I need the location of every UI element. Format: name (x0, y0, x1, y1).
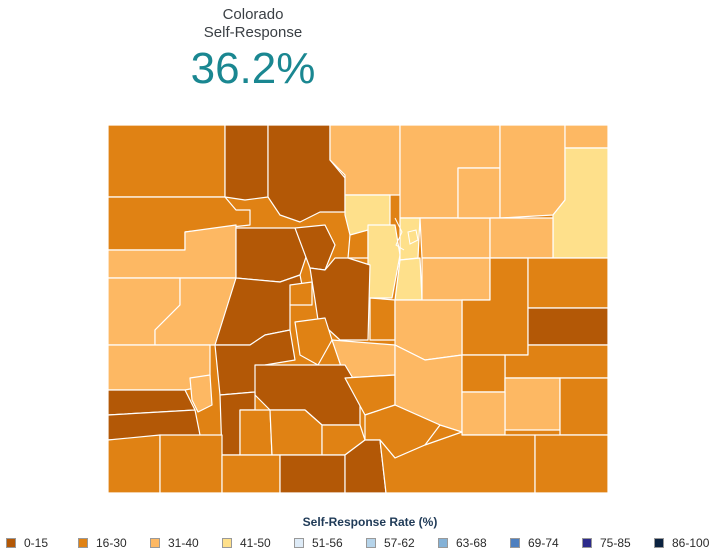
county-kit-carson[interactable] (527, 257, 609, 309)
legend-item: 16-30 (78, 535, 127, 551)
legend-item: 75-85 (582, 535, 631, 551)
county-chaffee[interactable] (294, 317, 333, 366)
legend-label: 31-40 (168, 536, 199, 550)
legend-label: 57-62 (384, 536, 415, 550)
legend-item: 51-56 (294, 535, 343, 551)
legend-label: 69-74 (528, 536, 559, 550)
legend-swatch (294, 538, 304, 548)
county-moffat[interactable] (107, 124, 226, 198)
legend-label: 41-50 (240, 536, 271, 550)
county-gilpin[interactable] (347, 229, 369, 259)
legend-item: 0-15 (6, 535, 48, 551)
legend-swatch (366, 538, 376, 548)
legend-label: 16-30 (96, 536, 127, 550)
county-logan[interactable] (499, 124, 566, 219)
boundary-broomfield (394, 217, 405, 251)
legend-swatch (6, 538, 16, 548)
legend-item: 86-100 (654, 535, 709, 551)
legend-swatch (582, 538, 592, 548)
county-arapahoe[interactable] (419, 217, 491, 259)
county-prowers[interactable] (559, 377, 609, 436)
county-mineral[interactable] (239, 409, 273, 456)
legend-swatch (150, 538, 160, 548)
legend-item: 31-40 (150, 535, 199, 551)
county-otero[interactable] (461, 391, 506, 436)
county-summit[interactable] (294, 224, 336, 271)
legend-swatch (438, 538, 448, 548)
legend-swatch (78, 538, 88, 548)
county-routt[interactable] (224, 124, 269, 201)
legend-label: 0-15 (24, 536, 49, 550)
county-teller[interactable] (369, 297, 396, 341)
county-sedgwick[interactable] (564, 124, 609, 149)
county-cheyenne[interactable] (527, 307, 609, 346)
legend-item: 69-74 (510, 535, 559, 551)
legend-label: 63-68 (456, 536, 487, 550)
county-baca[interactable] (534, 434, 609, 494)
legend-label: 86-100 (672, 536, 710, 550)
state-rate-value: 36.2% (190, 44, 316, 93)
county-washington[interactable] (489, 217, 554, 259)
county-archuleta[interactable] (221, 454, 281, 494)
county-montezuma[interactable] (107, 434, 161, 494)
county-ouray[interactable] (189, 374, 213, 413)
state-summary: Colorado Self-Response 36.2% (160, 6, 346, 94)
county-bent[interactable] (504, 377, 561, 431)
legend-swatch (222, 538, 232, 548)
legend-item: 57-62 (366, 535, 415, 551)
legend-item: 63-68 (438, 535, 487, 551)
county-douglas[interactable] (394, 257, 423, 301)
legend-item: 41-50 (222, 535, 271, 551)
metric-label: Self-Response (203, 24, 303, 41)
county-lake[interactable] (289, 281, 313, 306)
county-la-plata[interactable] (159, 434, 223, 494)
state-name: Colorado (222, 6, 284, 23)
boundary-denver (407, 229, 419, 245)
legend-swatch (654, 538, 664, 548)
county-conejos[interactable] (279, 454, 346, 494)
legend-label: 75-85 (600, 536, 631, 550)
legend-title: Self-Response Rate (%) (302, 515, 438, 529)
county-crowley[interactable] (461, 354, 506, 393)
county-adams[interactable] (399, 217, 421, 261)
legend-swatch (510, 538, 520, 548)
county-morgan[interactable] (457, 167, 501, 219)
legend-label: 51-56 (312, 536, 343, 550)
